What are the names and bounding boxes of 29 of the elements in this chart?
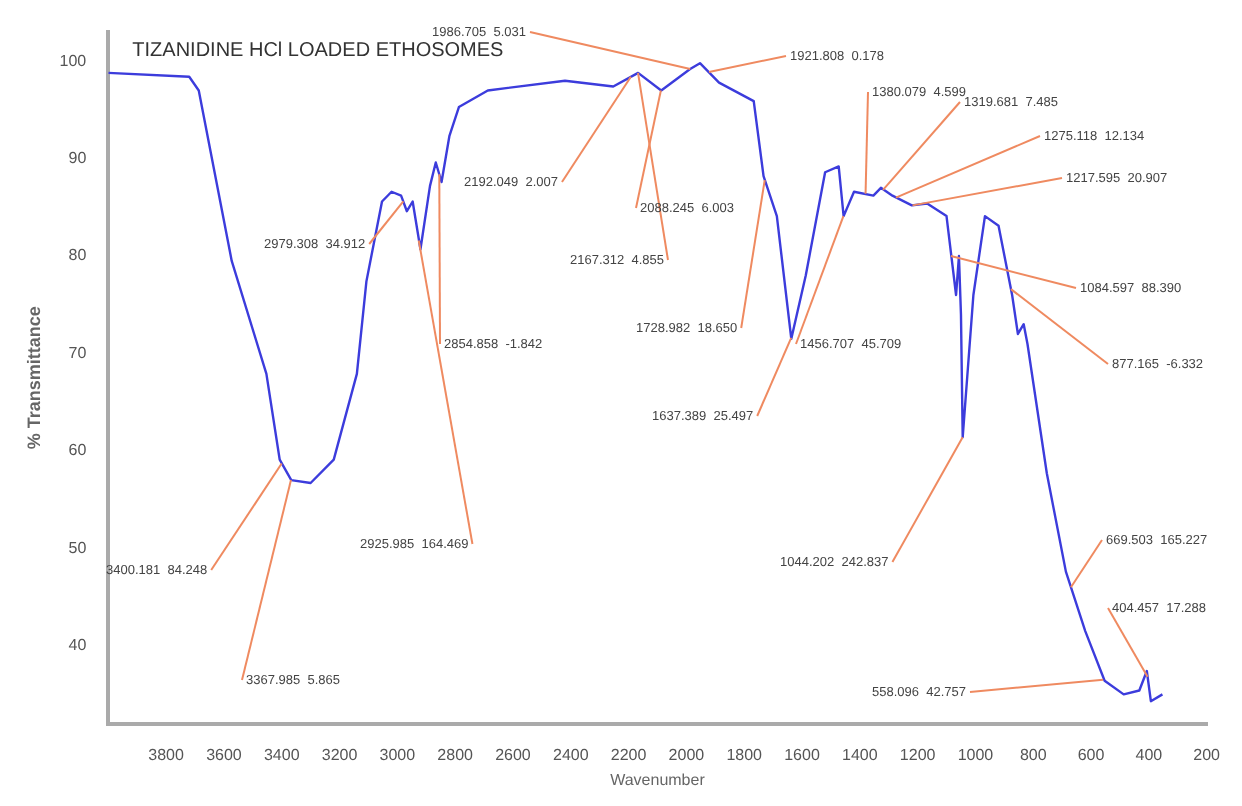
- x-axis-title: Wavenumber: [610, 770, 706, 789]
- y-tick-label: 100: [59, 51, 88, 70]
- x-tick-label: 2600: [495, 745, 532, 764]
- y-tick-label: 50: [68, 538, 88, 557]
- x-tick-label: 200: [1193, 745, 1222, 764]
- x-tick-label: 3600: [206, 745, 243, 764]
- x-tick-label: 2000: [668, 745, 706, 764]
- x-tick-label: 400: [1135, 745, 1164, 764]
- x-tick-label: 3800: [148, 745, 185, 764]
- x-tick-label: 600: [1077, 745, 1106, 764]
- x-tick-label: 1800: [726, 745, 764, 764]
- x-tick-label: 1200: [899, 745, 937, 764]
- y-axis-title: % Transmittance: [23, 306, 44, 450]
- y-tick-label: 40: [68, 636, 88, 655]
- y-tick-label: 70: [68, 343, 88, 362]
- x-tick-label: 1600: [784, 745, 821, 764]
- y-tick-label: 90: [68, 149, 88, 168]
- x-tick-label: 1000: [957, 745, 995, 764]
- x-tick-label: 3200: [321, 745, 359, 764]
- x-tick-label: 2200: [610, 745, 648, 764]
- x-tick-label: 2400: [552, 745, 590, 764]
- text: TIZANIDINE HCl LOADED ETHOSOMES: [132, 40, 505, 62]
- y-tick-label: 80: [68, 246, 88, 265]
- x-tick-label: 1400: [842, 745, 879, 764]
- x-tick-label: 800: [1019, 745, 1048, 764]
- x-tick-label: 3000: [379, 745, 417, 764]
- x-tick-label: 3400: [263, 745, 301, 764]
- y-tick-label: 60: [68, 441, 88, 460]
- x-tick-label: 2800: [437, 745, 475, 764]
